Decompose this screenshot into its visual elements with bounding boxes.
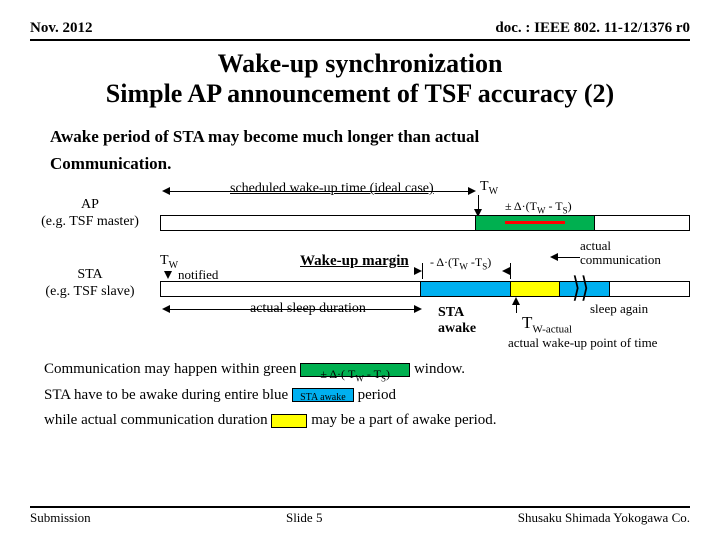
comm-arrow-head bbox=[550, 253, 558, 261]
tw-notified-arrow bbox=[164, 271, 172, 279]
header: Nov. 2012 doc. : IEEE 802. 11-12/1376 r0 bbox=[30, 20, 690, 41]
green-chip: ± Δ·( TW - TS) bbox=[300, 363, 410, 377]
timing-diagram: AP (e.g. TSF master) scheduled wake-up t… bbox=[30, 179, 690, 349]
header-date: Nov. 2012 bbox=[30, 20, 93, 37]
neg-tick-r bbox=[510, 263, 511, 279]
actual-point-label: actual wake-up point of time bbox=[508, 335, 657, 351]
delta-pm-label: ± Δ·(TW - TS) bbox=[505, 199, 572, 215]
neg-arrow-l bbox=[414, 267, 422, 275]
wavy-1: ⟩⟩ bbox=[572, 271, 589, 305]
sta-awake-label: STA awake bbox=[438, 305, 476, 336]
blue-chip: STA awake bbox=[292, 388, 354, 402]
sleep-arrow-line bbox=[170, 309, 416, 310]
footer: Submission Slide 5 Shusaku Shimada Yokog… bbox=[30, 506, 690, 526]
ap-label-l1: AP bbox=[30, 197, 150, 214]
ap-label: AP (e.g. TSF master) bbox=[30, 197, 150, 231]
para-line-1: Awake period of STA may become much long… bbox=[50, 123, 690, 150]
note-line-1: Communication may happen within green ± … bbox=[44, 357, 690, 383]
sta-bar-yellow bbox=[510, 281, 560, 297]
sched-arrow-line bbox=[170, 191, 470, 192]
actual-comm-label: actual communication bbox=[580, 239, 661, 268]
sta-label-l1: STA bbox=[30, 267, 150, 284]
sta-label-l2: (e.g. TSF slave) bbox=[30, 284, 150, 301]
neg-tick-l bbox=[422, 263, 423, 279]
sched-arrow-r bbox=[468, 187, 476, 195]
tw-actual-arrow bbox=[512, 297, 520, 305]
intro-paragraph: Awake period of STA may become much long… bbox=[50, 123, 690, 177]
notes-block: Communication may happen within green ± … bbox=[44, 357, 690, 434]
delta-neg-label: - Δ·(TW -TS) bbox=[430, 255, 491, 271]
sleep-arrow-r bbox=[414, 305, 422, 313]
title-line-1: Wake-up synchronization bbox=[30, 49, 690, 79]
sta-label: STA (e.g. TSF slave) bbox=[30, 267, 150, 301]
yellow-chip bbox=[271, 414, 307, 428]
title-line-2: Simple AP announcement of TSF accuracy (… bbox=[30, 79, 690, 109]
tw-label: TW bbox=[480, 179, 498, 197]
header-doc: doc. : IEEE 802. 11-12/1376 r0 bbox=[495, 20, 690, 37]
ap-label-l2: (e.g. TSF master) bbox=[30, 214, 150, 231]
note-line-3: while actual communication duration may … bbox=[44, 408, 690, 434]
page-title: Wake-up synchronization Simple AP announ… bbox=[30, 49, 690, 109]
tw-notified: TW bbox=[160, 253, 178, 271]
footer-right: Shusaku Shimada Yokogawa Co. bbox=[518, 510, 690, 526]
para-line-2: Communication. bbox=[50, 150, 690, 177]
sleep-again-label: sleep again bbox=[590, 301, 648, 317]
scheduled-label: scheduled wake-up time (ideal case) bbox=[230, 181, 434, 197]
ap-bar-red bbox=[505, 221, 565, 224]
wake-margin-label: Wake-up margin bbox=[300, 253, 409, 270]
footer-center: Slide 5 bbox=[286, 510, 322, 526]
note-line-2: STA have to be awake during entire blue … bbox=[44, 383, 690, 409]
sched-arrow-l bbox=[162, 187, 170, 195]
footer-left: Submission bbox=[30, 510, 91, 526]
tw-actual-label: TW-actual bbox=[522, 313, 572, 335]
comm-arrow-line bbox=[558, 257, 580, 258]
neg-arrow-r bbox=[502, 267, 510, 275]
sleep-arrow-l bbox=[162, 305, 170, 313]
ap-bar-bg bbox=[160, 215, 690, 231]
